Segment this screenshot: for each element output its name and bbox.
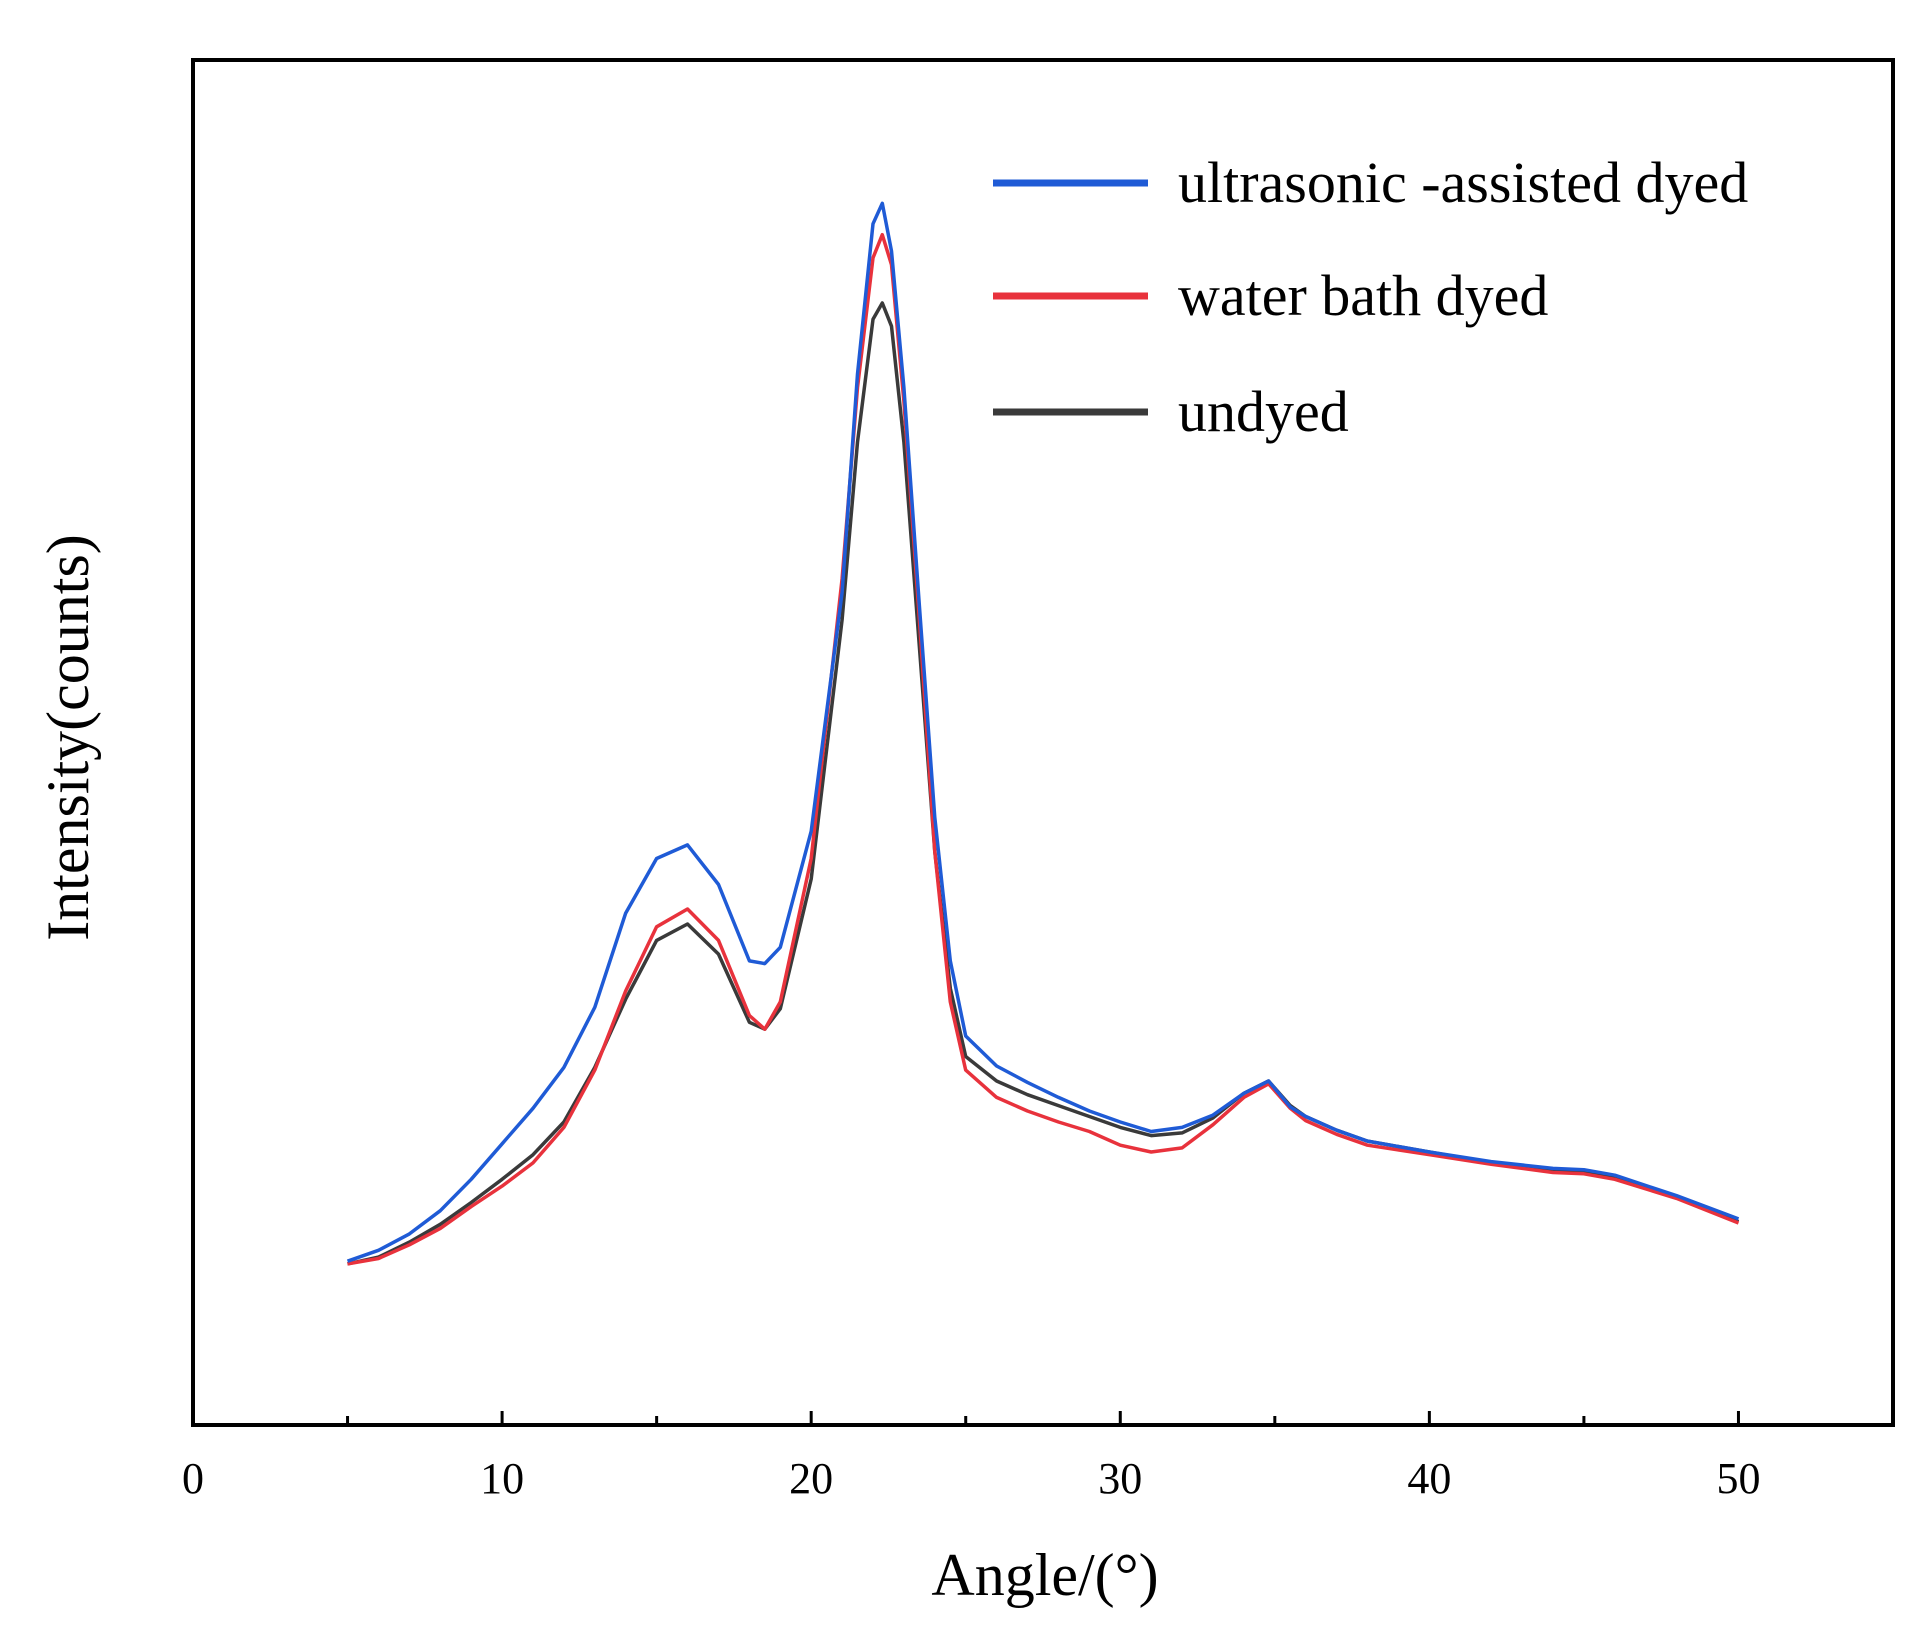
x-tick-label-10: 10 xyxy=(480,1454,524,1503)
series-lines xyxy=(346,201,1740,1266)
legend: ultrasonic -assisted dyed water bath dyed… xyxy=(993,150,1748,444)
legend-label-0: ultrasonic -assisted dyed xyxy=(1178,150,1748,215)
x-axis-tick-labels: 0 10 20 30 40 50 xyxy=(182,1454,1760,1503)
x-tick-label-20: 20 xyxy=(789,1454,833,1503)
legend-label-1: water bath dyed xyxy=(1178,263,1548,328)
x-tick-label-40: 40 xyxy=(1407,1454,1451,1503)
series-line-water-bath-dyed xyxy=(347,232,1740,1266)
x-axis-title: Angle/(°) xyxy=(931,1542,1158,1608)
series-line-ultrasonic-assisted-dyed xyxy=(346,201,1740,1263)
x-axis-ticks xyxy=(191,1411,1740,1425)
x-tick-label-50: 50 xyxy=(1716,1454,1760,1503)
y-axis-title: Intensity(counts) xyxy=(35,534,101,941)
legend-label-2: undyed xyxy=(1178,379,1349,444)
plot-frame xyxy=(191,58,1895,1427)
series-line-undyed xyxy=(347,301,1740,1266)
x-tick-label-30: 30 xyxy=(1098,1454,1142,1503)
x-tick-label-0: 0 xyxy=(182,1454,204,1503)
